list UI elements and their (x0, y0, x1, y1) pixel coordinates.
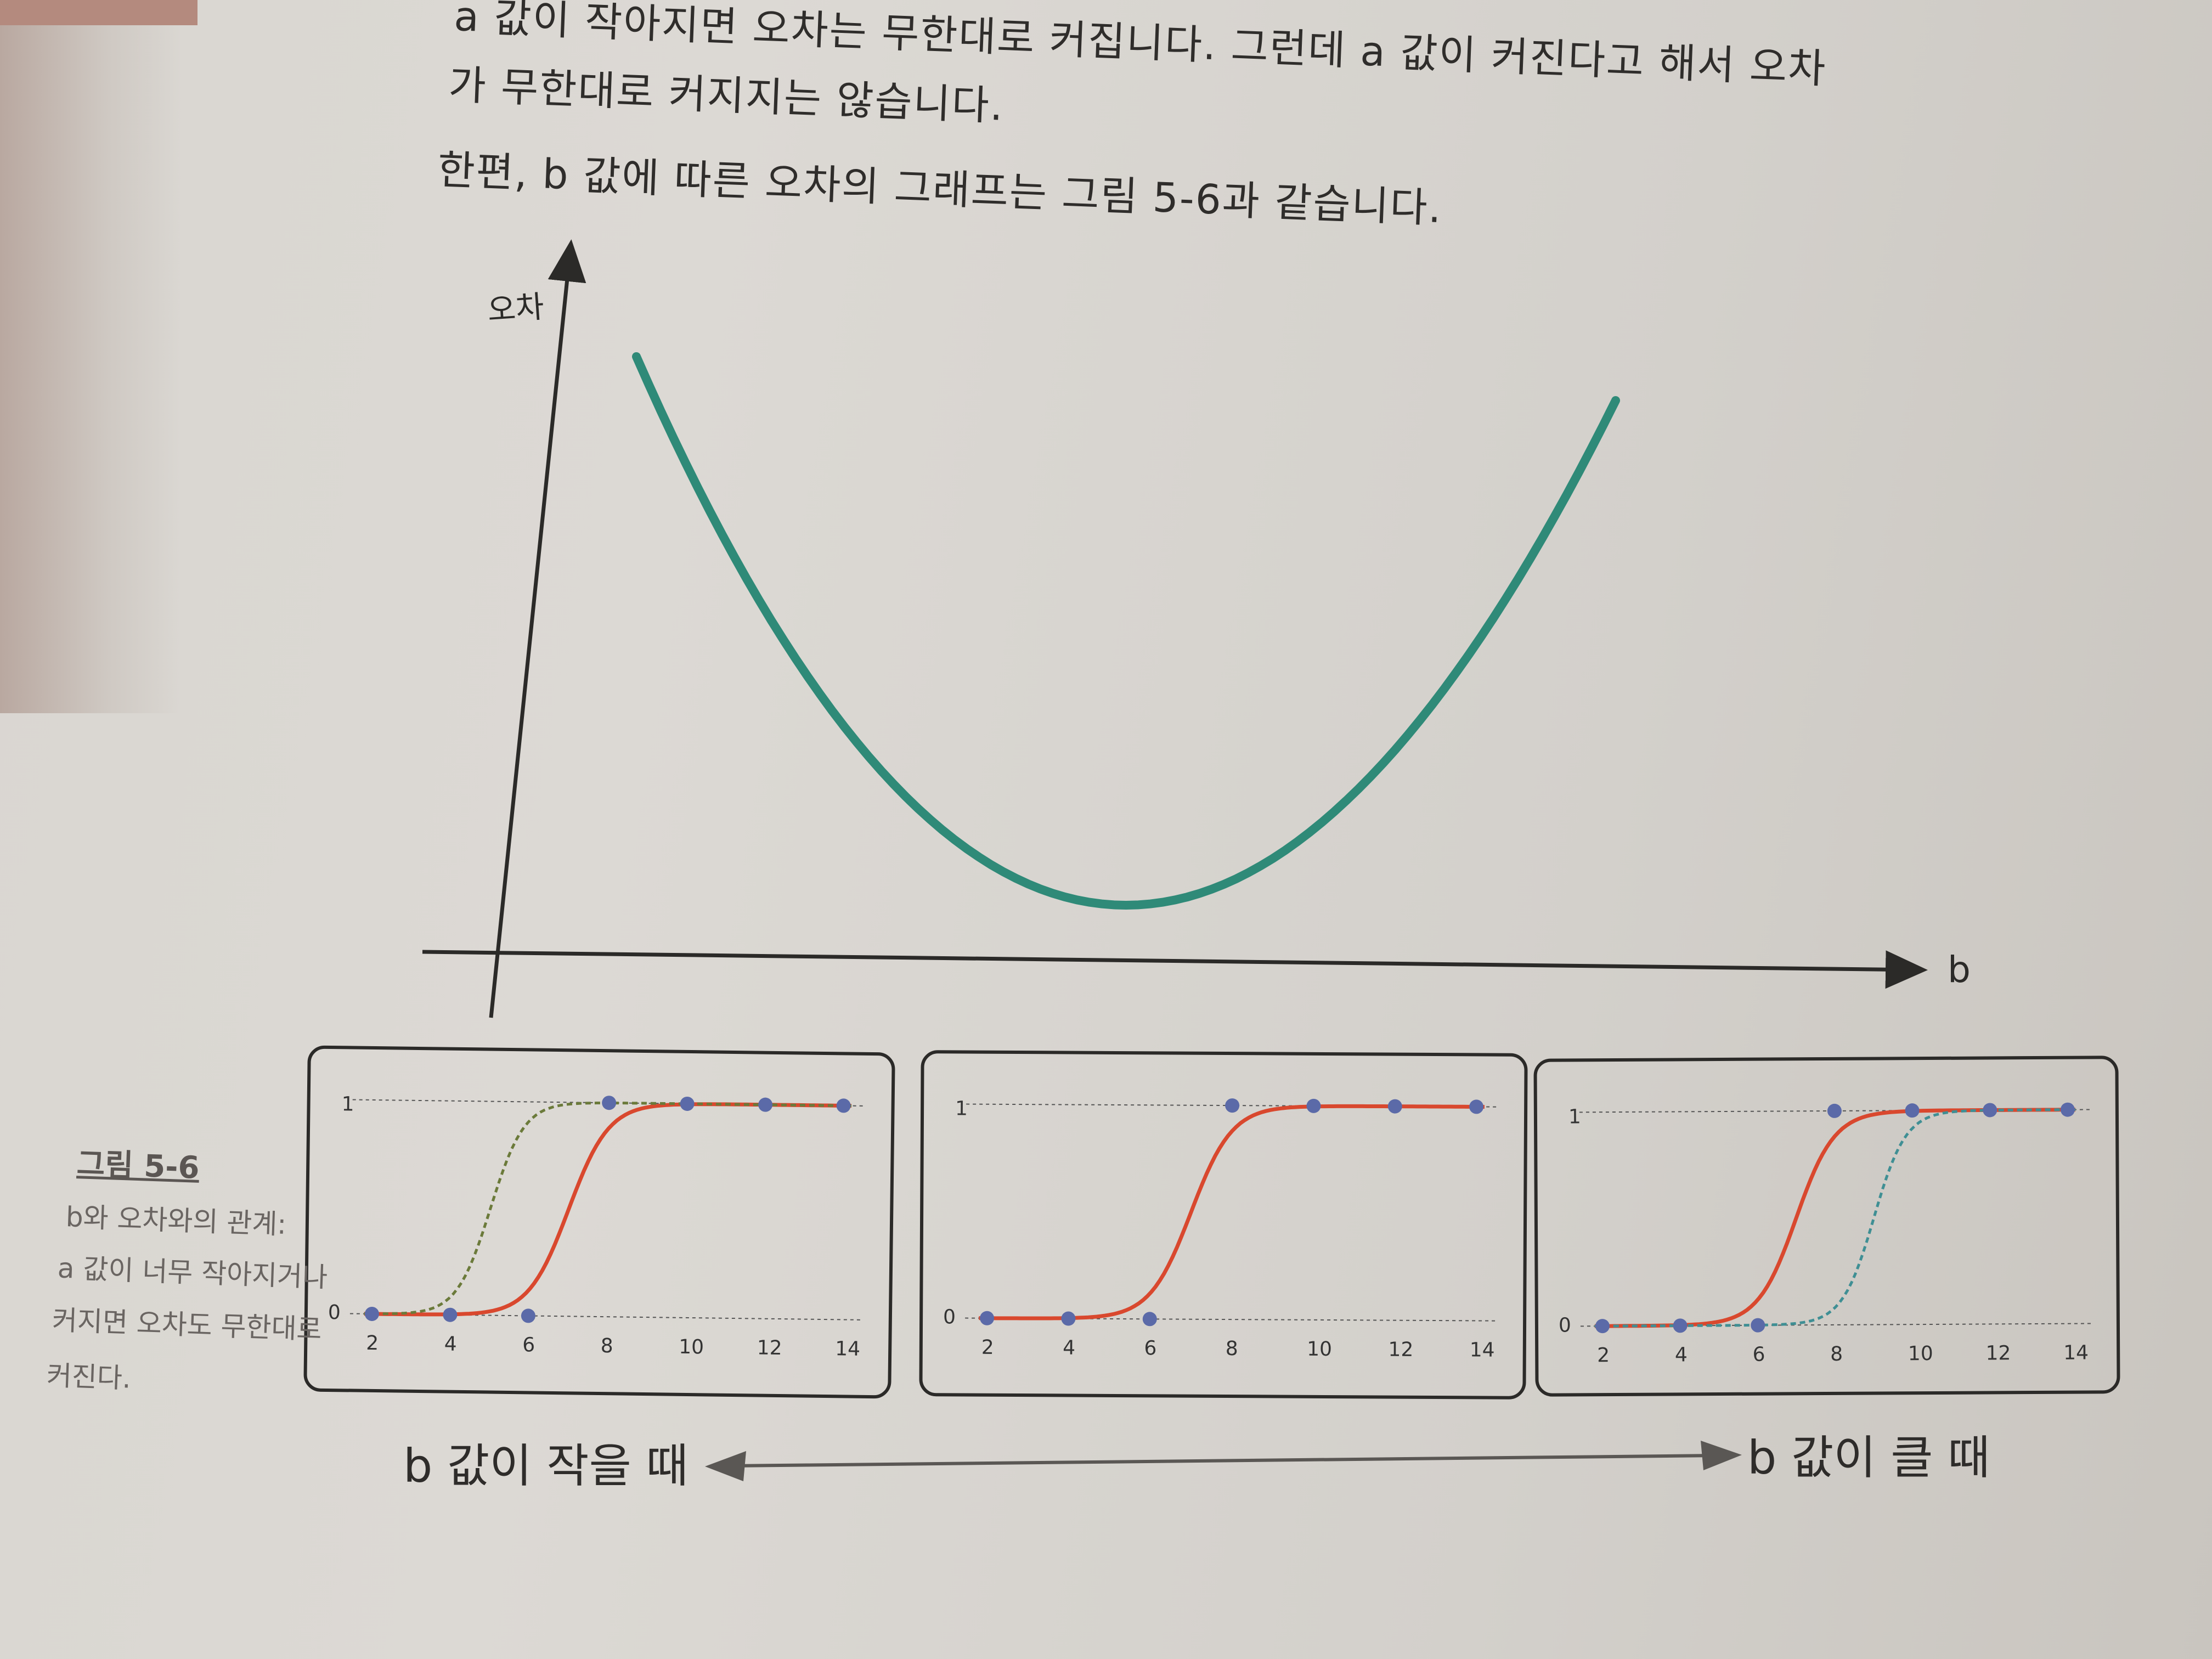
y-tick-label: 1 (341, 1093, 354, 1115)
page-edge (0, 0, 181, 713)
data-point (1751, 1318, 1765, 1333)
data-point (364, 1306, 379, 1321)
book-cover-edge (0, 0, 198, 25)
data-point (1595, 1319, 1610, 1334)
right-arrowhead (1701, 1441, 1742, 1470)
sigmoid-curve (979, 1104, 1485, 1321)
error-curve (632, 352, 1620, 910)
sigmoid-panel-3: 012 4 6 8 10 12 14 (1533, 1056, 2120, 1397)
main-y-axis (489, 239, 586, 1018)
y-tick-label: 0 (328, 1301, 341, 1324)
panel-frame (919, 1050, 1528, 1400)
x-tick-label: 14 (1470, 1339, 1495, 1361)
x-tick-label: 14 (835, 1338, 860, 1361)
sigmoid-panel-2: 012 4 6 8 10 12 14 (919, 1050, 1528, 1400)
data-point (2060, 1102, 2075, 1117)
y-tick-label: 1 (1568, 1105, 1581, 1128)
data-point (1061, 1311, 1076, 1326)
data-point (1983, 1103, 1997, 1118)
sigmoid-curve (364, 1102, 851, 1317)
y-tick-label: 1 (955, 1097, 968, 1120)
x-tick-label: 8 (1830, 1343, 1843, 1365)
x-tick-label: 8 (1226, 1338, 1238, 1360)
panel-frame (303, 1045, 895, 1399)
x-tick-label: 12 (1985, 1342, 2011, 1364)
bottom-double-arrow-line (729, 1454, 1718, 1468)
x-tick-label: 6 (1752, 1344, 1765, 1366)
figure-caption-line-4: 커진다. (46, 1359, 132, 1395)
data-point (1306, 1098, 1321, 1113)
x-tick-label: 4 (1675, 1344, 1688, 1366)
x-tick-label: 2 (981, 1336, 994, 1359)
data-point (836, 1098, 851, 1113)
x-tick-label: 6 (1144, 1337, 1156, 1359)
sigmoid-curve (1594, 1108, 2076, 1328)
left-arrowhead (705, 1451, 746, 1481)
main-x-axis (422, 950, 1928, 989)
x-tick-label: 8 (600, 1335, 613, 1357)
data-point (1225, 1098, 1240, 1113)
figure-caption-line-1: b와 오차와의 관계: (65, 1200, 287, 1241)
b-small-label: b 값이 작을 때 (403, 1439, 689, 1493)
data-point (1673, 1318, 1688, 1333)
data-point (1905, 1103, 1920, 1118)
x-tick-label: 2 (366, 1332, 379, 1355)
x-tick-label: 10 (1908, 1342, 1933, 1365)
x-tick-label: 4 (1063, 1336, 1075, 1359)
x-tick-label: 2 (1597, 1344, 1610, 1367)
data-point (680, 1096, 695, 1111)
x-tick-label: 10 (679, 1336, 704, 1359)
x-tick-label: 4 (444, 1333, 457, 1356)
data-point (1142, 1312, 1157, 1327)
y-tick-label: 0 (1559, 1314, 1571, 1336)
main-x-label: b (1948, 949, 1971, 991)
x-tick-label: 10 (1307, 1338, 1332, 1361)
data-point (1469, 1099, 1484, 1114)
data-point (521, 1308, 535, 1323)
data-point (758, 1097, 773, 1112)
sigmoid-panel-1: 012 4 6 8 10 12 14 (303, 1045, 895, 1399)
main-y-label: 오차 (486, 289, 545, 329)
data-point (1827, 1103, 1842, 1118)
b-large-label: b 값이 클 때 (1747, 1431, 1990, 1485)
data-point (602, 1096, 617, 1110)
x-tick-label: 12 (1388, 1339, 1413, 1361)
figure-caption-title: 그림 5-6 (76, 1146, 200, 1186)
x-tick-label: 12 (757, 1337, 782, 1360)
data-point (1387, 1099, 1402, 1114)
x-tick-label: 6 (522, 1334, 535, 1356)
x-tick-label: 14 (2063, 1342, 2089, 1364)
panel-frame (1533, 1056, 2120, 1397)
data-point (980, 1311, 995, 1325)
dashed-sigmoid-curve (1594, 1108, 2076, 1328)
data-point (443, 1307, 458, 1322)
y-tick-label: 0 (943, 1306, 956, 1328)
dashed-sigmoid-curve (364, 1101, 851, 1316)
